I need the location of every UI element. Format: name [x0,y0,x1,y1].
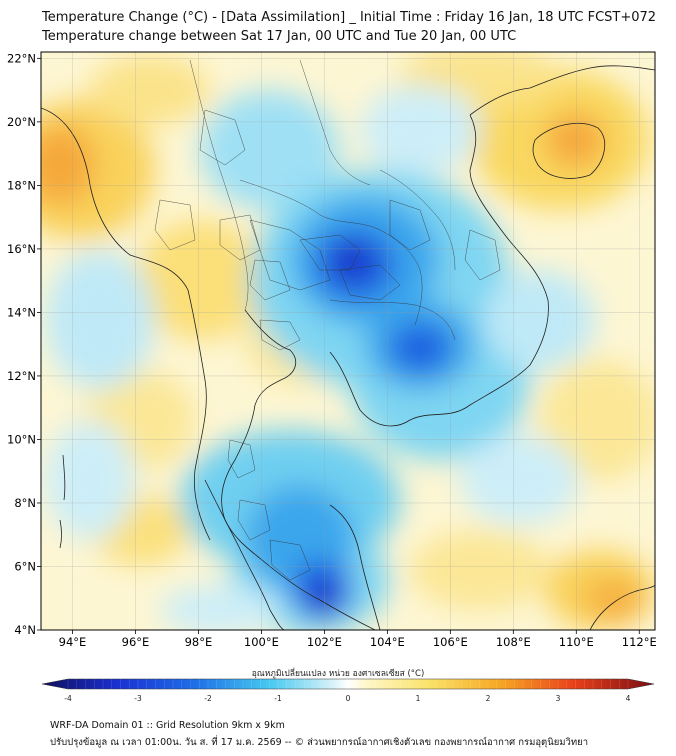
map-subtitle: Temperature change between Sat 17 Jan, 0… [42,29,517,44]
colorbar-tick-label: 1 [416,694,421,703]
colorbar-tick-label: -1 [274,694,282,703]
lon-tick-label: 94°E [59,635,87,649]
lon-tick-label: 106°E [433,635,468,649]
latitude-axis: 22°N 20°N 18°N 16°N 14°N 12°N 10°N 8°N 6°N 4°N [7,51,41,637]
update-credit: ปรับปรุงข้อมูล ณ เวลา 01:00น. วัน ส. ที่… [50,737,589,748]
lon-tick-label: 96°E [122,635,150,649]
temperature-field [41,52,655,630]
lat-tick-label: 18°N [7,178,36,192]
admin-borders [154,59,501,581]
colorbar-tick-label: -3 [134,694,142,703]
longitude-axis: 94°E 96°E 98°E 100°E 102°E 104°E 106°E 108°E 110… [59,630,657,649]
map-title: Temperature Change (°C) - [Data Assimila… [42,10,657,25]
lat-tick-label: 10°N [7,432,36,446]
coastlines [41,65,655,630]
lon-tick-label: 100°E [244,635,279,649]
colorbar-segment-lines [67,679,629,689]
colorbar-tick-label: 2 [486,694,491,703]
colorbar-tick-label: -4 [64,694,72,703]
colorbar-tick-label: 4 [626,694,631,703]
lat-tick-label: 12°N [7,369,36,383]
lat-tick-label: 14°N [7,305,36,319]
lat-tick-label: 8°N [14,496,36,510]
lat-tick-label: 6°N [14,559,36,573]
lat-tick-label: 16°N [7,242,36,256]
colorbar-ticks: -4 -3 -2 -1 0 1 2 3 4 [64,694,630,703]
colorbar-tick-label: -2 [204,694,212,703]
lon-tick-label: 104°E [370,635,405,649]
colorbar: -4 -3 -2 -1 0 1 2 3 4 [41,678,655,703]
lat-tick-label: 22°N [7,51,36,65]
colorbar-tick-label: 3 [556,694,561,703]
lon-tick-label: 102°E [307,635,342,649]
lon-tick-label: 110°E [559,635,594,649]
model-info: WRF-DA Domain 01 :: Grid Resolution 9km … [50,720,285,731]
lon-tick-label: 112°E [622,635,657,649]
lat-tick-label: 4°N [14,623,36,637]
lat-tick-label: 20°N [7,115,36,129]
lon-tick-label: 98°E [185,635,213,649]
colorbar-tick-label: 0 [346,694,351,703]
colorbar-label: อุณหภูมิเปลี่ยนแปลง หน่วย องศาเซลเซียส (… [251,669,425,679]
colorbar-ramp [41,678,655,690]
graticule [41,52,655,631]
lon-tick-label: 108°E [496,635,531,649]
map-frame [40,51,656,631]
